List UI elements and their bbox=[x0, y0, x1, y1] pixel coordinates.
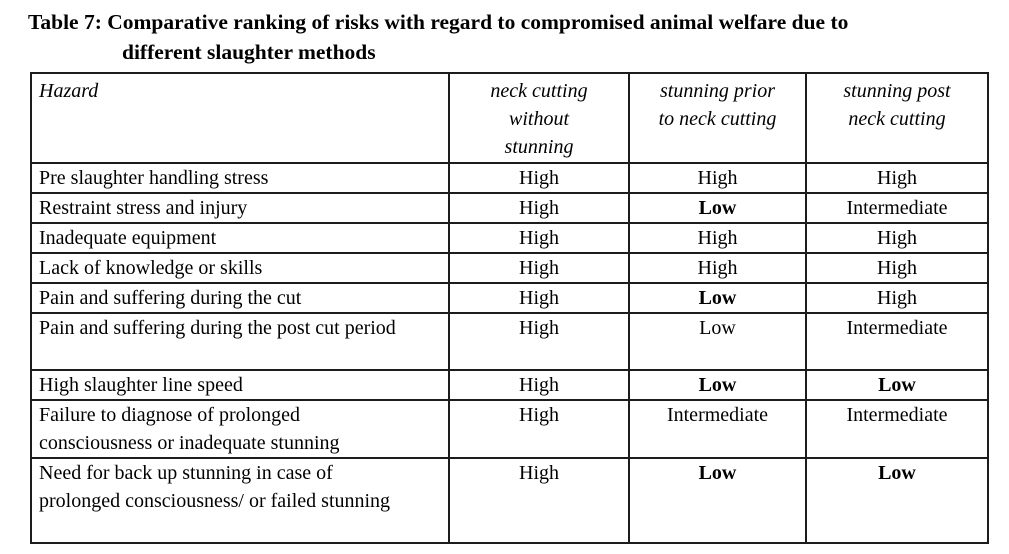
table-row: Inadequate equipment High High High bbox=[30, 222, 989, 254]
column-header-stunning-prior-to-neck-cutting: stunning prior to neck cutting bbox=[628, 72, 807, 164]
rating-cell: Low bbox=[628, 312, 807, 371]
rating-cell: High bbox=[448, 222, 630, 254]
rating-cell: Low bbox=[628, 369, 807, 401]
rating-cell: Intermediate bbox=[628, 399, 807, 459]
hazard-cell: Pain and suffering during the cut bbox=[30, 282, 450, 314]
hazard-cell: Pain and suffering during the post cut p… bbox=[30, 312, 450, 371]
rating-cell: Low bbox=[805, 369, 989, 401]
rating-cell: High bbox=[448, 282, 630, 314]
rating-cell: High bbox=[805, 252, 989, 284]
risk-ranking-table: Hazard neck cutting without stunning stu… bbox=[30, 72, 989, 544]
hazard-cell: Failure to diagnose of prolonged conscio… bbox=[30, 399, 450, 459]
table-caption-label: Table 7: bbox=[28, 10, 102, 34]
header-row: Hazard neck cutting without stunning stu… bbox=[30, 72, 989, 164]
table-caption-text: Comparative ranking of risks with regard… bbox=[107, 10, 849, 64]
table-row: Need for back up stunning in case of pro… bbox=[30, 457, 989, 544]
table-body: Pre slaughter handling stress High High Hig… bbox=[30, 162, 989, 544]
rating-cell: High bbox=[448, 162, 630, 194]
table-caption: Table 7: Comparative ranking of risks wi… bbox=[0, 7, 999, 67]
rating-cell: Low bbox=[628, 192, 807, 224]
column-header-hazard: Hazard bbox=[30, 72, 450, 164]
hazard-cell: Pre slaughter handling stress bbox=[30, 162, 450, 194]
table-row: Pre slaughter handling stress High High Hig… bbox=[30, 162, 989, 194]
hazard-cell: Need for back up stunning in case of pro… bbox=[30, 457, 450, 544]
rating-cell: High bbox=[805, 222, 989, 254]
rating-cell: Intermediate bbox=[805, 312, 989, 371]
hazard-cell: Restraint stress and injury bbox=[30, 192, 450, 224]
rating-cell: Intermediate bbox=[805, 192, 989, 224]
rating-cell: High bbox=[448, 399, 630, 459]
rating-cell: High bbox=[628, 252, 807, 284]
hazard-cell: Inadequate equipment bbox=[30, 222, 450, 254]
rating-cell: Low bbox=[628, 457, 807, 544]
rating-cell: High bbox=[805, 282, 989, 314]
table-row: Pain and suffering during the post cut p… bbox=[30, 312, 989, 371]
hazard-cell: Lack of knowledge or skills bbox=[30, 252, 450, 284]
hazard-cell: High slaughter line speed bbox=[30, 369, 450, 401]
column-header-neck-cutting-without-stunning: neck cutting without stunning bbox=[448, 72, 630, 164]
rating-cell: Low bbox=[805, 457, 989, 544]
rating-cell: High bbox=[448, 369, 630, 401]
table-row: Lack of knowledge or skills High High High bbox=[30, 252, 989, 284]
table-row: Pain and suffering during the cut High Low… bbox=[30, 282, 989, 314]
rating-cell: Low bbox=[628, 282, 807, 314]
rating-cell: High bbox=[448, 457, 630, 544]
rating-cell: High bbox=[448, 312, 630, 371]
rating-cell: High bbox=[628, 162, 807, 194]
rating-cell: High bbox=[628, 222, 807, 254]
rating-cell: High bbox=[448, 252, 630, 284]
table-row: Restraint stress and injury High Low Interm… bbox=[30, 192, 989, 224]
rating-cell: Intermediate bbox=[805, 399, 989, 459]
rating-cell: High bbox=[448, 192, 630, 224]
column-header-stunning-post-neck-cutting: stunning post neck cutting bbox=[805, 72, 989, 164]
rating-cell: High bbox=[805, 162, 989, 194]
table-row: High slaughter line speed High Low Low bbox=[30, 369, 989, 401]
table-row: Failure to diagnose of prolonged conscio… bbox=[30, 399, 989, 459]
